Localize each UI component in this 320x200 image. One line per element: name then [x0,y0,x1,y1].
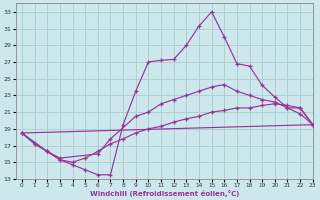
X-axis label: Windchill (Refroidissement éolien,°C): Windchill (Refroidissement éolien,°C) [90,190,239,197]
